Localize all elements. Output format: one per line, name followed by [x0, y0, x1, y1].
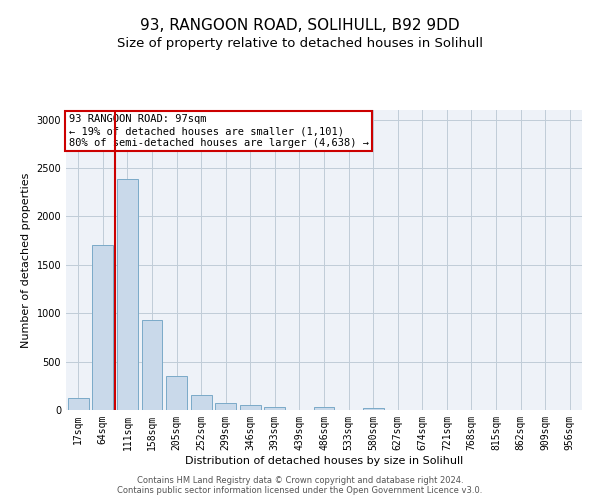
- Text: Size of property relative to detached houses in Solihull: Size of property relative to detached ho…: [117, 38, 483, 51]
- Bar: [362, 408, 383, 410]
- Text: Contains HM Land Registry data © Crown copyright and database right 2024.
Contai: Contains HM Land Registry data © Crown c…: [118, 476, 482, 495]
- Bar: [240, 404, 261, 410]
- Bar: [215, 402, 236, 410]
- Bar: [166, 376, 187, 410]
- Text: 93, RANGOON ROAD, SOLIHULL, B92 9DD: 93, RANGOON ROAD, SOLIHULL, B92 9DD: [140, 18, 460, 32]
- Bar: [314, 407, 334, 410]
- Bar: [265, 406, 286, 410]
- Bar: [142, 320, 163, 410]
- Text: 93 RANGOON ROAD: 97sqm
← 19% of detached houses are smaller (1,101)
80% of semi-: 93 RANGOON ROAD: 97sqm ← 19% of detached…: [68, 114, 368, 148]
- Bar: [92, 246, 113, 410]
- Y-axis label: Number of detached properties: Number of detached properties: [21, 172, 31, 348]
- X-axis label: Distribution of detached houses by size in Solihull: Distribution of detached houses by size …: [185, 456, 463, 466]
- Bar: [68, 398, 89, 410]
- Bar: [117, 178, 138, 410]
- Bar: [191, 395, 212, 410]
